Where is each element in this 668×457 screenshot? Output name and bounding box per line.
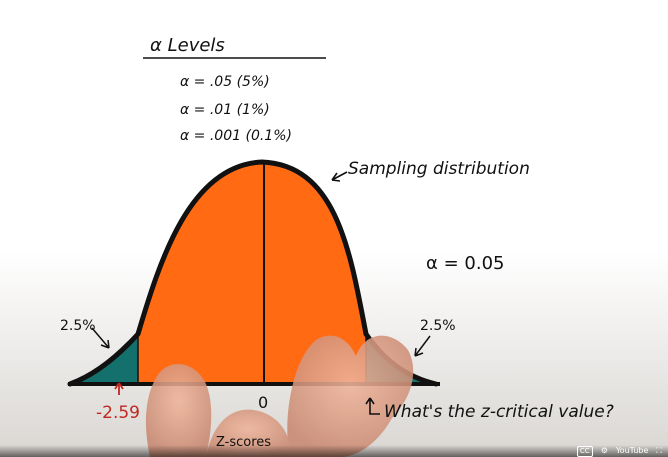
alpha-levels-title: α Levels bbox=[150, 35, 225, 56]
alpha-level-1: α = .05 (5%) bbox=[180, 74, 270, 90]
captions-button[interactable]: CC bbox=[576, 445, 593, 457]
left-critical-value: -2.59 bbox=[96, 403, 140, 423]
sampling-distribution-label: Sampling distribution bbox=[348, 159, 530, 179]
video-player-controls: CC ⚙ YouTube ⛶ bbox=[0, 445, 668, 457]
left-tail-region bbox=[70, 334, 138, 384]
question-arrow-icon bbox=[365, 397, 380, 415]
distribution-body bbox=[138, 162, 366, 384]
sampling-arrow-icon bbox=[331, 171, 348, 182]
z-critical-question: What's the z-critical value? bbox=[384, 402, 614, 422]
youtube-logo[interactable]: YouTube bbox=[615, 446, 649, 455]
right-tail-percent: 2.5% bbox=[420, 318, 456, 334]
alpha-level-3: α = .001 (0.1%) bbox=[180, 128, 292, 144]
fullscreen-icon[interactable]: ⛶ bbox=[656, 446, 662, 455]
center-zero-label: 0 bbox=[258, 393, 268, 412]
left-tail-percent: 2.5% bbox=[60, 318, 96, 334]
right-tail-arrow-icon bbox=[414, 335, 431, 357]
alpha-level-2: α = .01 (1%) bbox=[180, 102, 270, 118]
alpha-value-label: α = 0.05 bbox=[426, 253, 504, 274]
gear-icon[interactable]: ⚙ bbox=[600, 446, 608, 455]
left-tail-arrow-icon bbox=[91, 327, 110, 349]
critical-arrow-icon bbox=[114, 382, 124, 395]
